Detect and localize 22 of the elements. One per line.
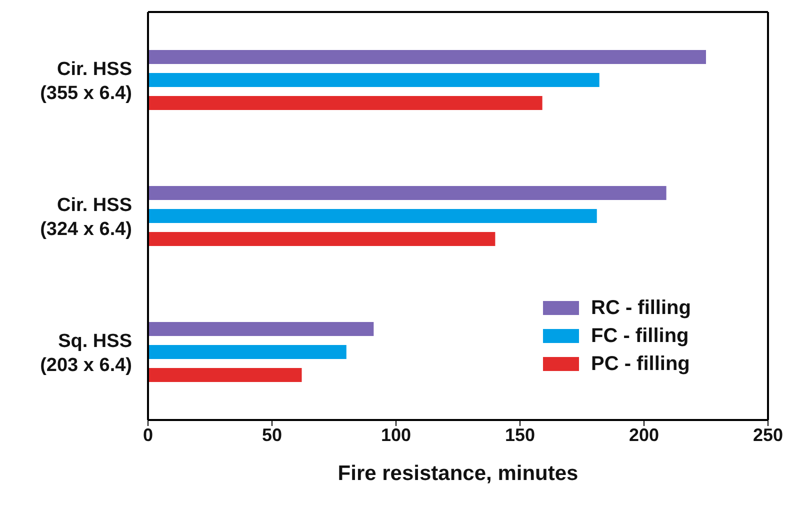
x-axis-title: Fire resistance, minutes bbox=[338, 462, 578, 485]
legend-label: RC - filling bbox=[591, 296, 691, 320]
bar bbox=[148, 368, 302, 382]
x-tick-label: 200 bbox=[628, 424, 660, 445]
x-tick-label: 250 bbox=[752, 424, 784, 445]
bar bbox=[148, 209, 597, 223]
bar bbox=[148, 96, 542, 110]
legend-label: PC - filling bbox=[591, 352, 690, 376]
x-tick-label: 100 bbox=[380, 424, 412, 445]
bar bbox=[148, 345, 346, 359]
x-tick-label: 0 bbox=[142, 424, 154, 445]
y-tick-label: Cir. HSS (324 x 6.4) bbox=[40, 195, 132, 240]
x-tick-label: 50 bbox=[262, 424, 282, 445]
bar bbox=[148, 50, 706, 64]
y-tick-label: Cir. HSS (355 x 6.4) bbox=[40, 59, 132, 104]
x-tick-label: 150 bbox=[504, 424, 536, 445]
bar bbox=[148, 186, 666, 200]
bar bbox=[148, 232, 496, 246]
legend-label: FC - filling bbox=[591, 324, 689, 348]
bar bbox=[148, 73, 600, 87]
y-tick-label: Sq. HSS (203 x 6.4) bbox=[40, 331, 132, 376]
bar bbox=[148, 322, 374, 336]
